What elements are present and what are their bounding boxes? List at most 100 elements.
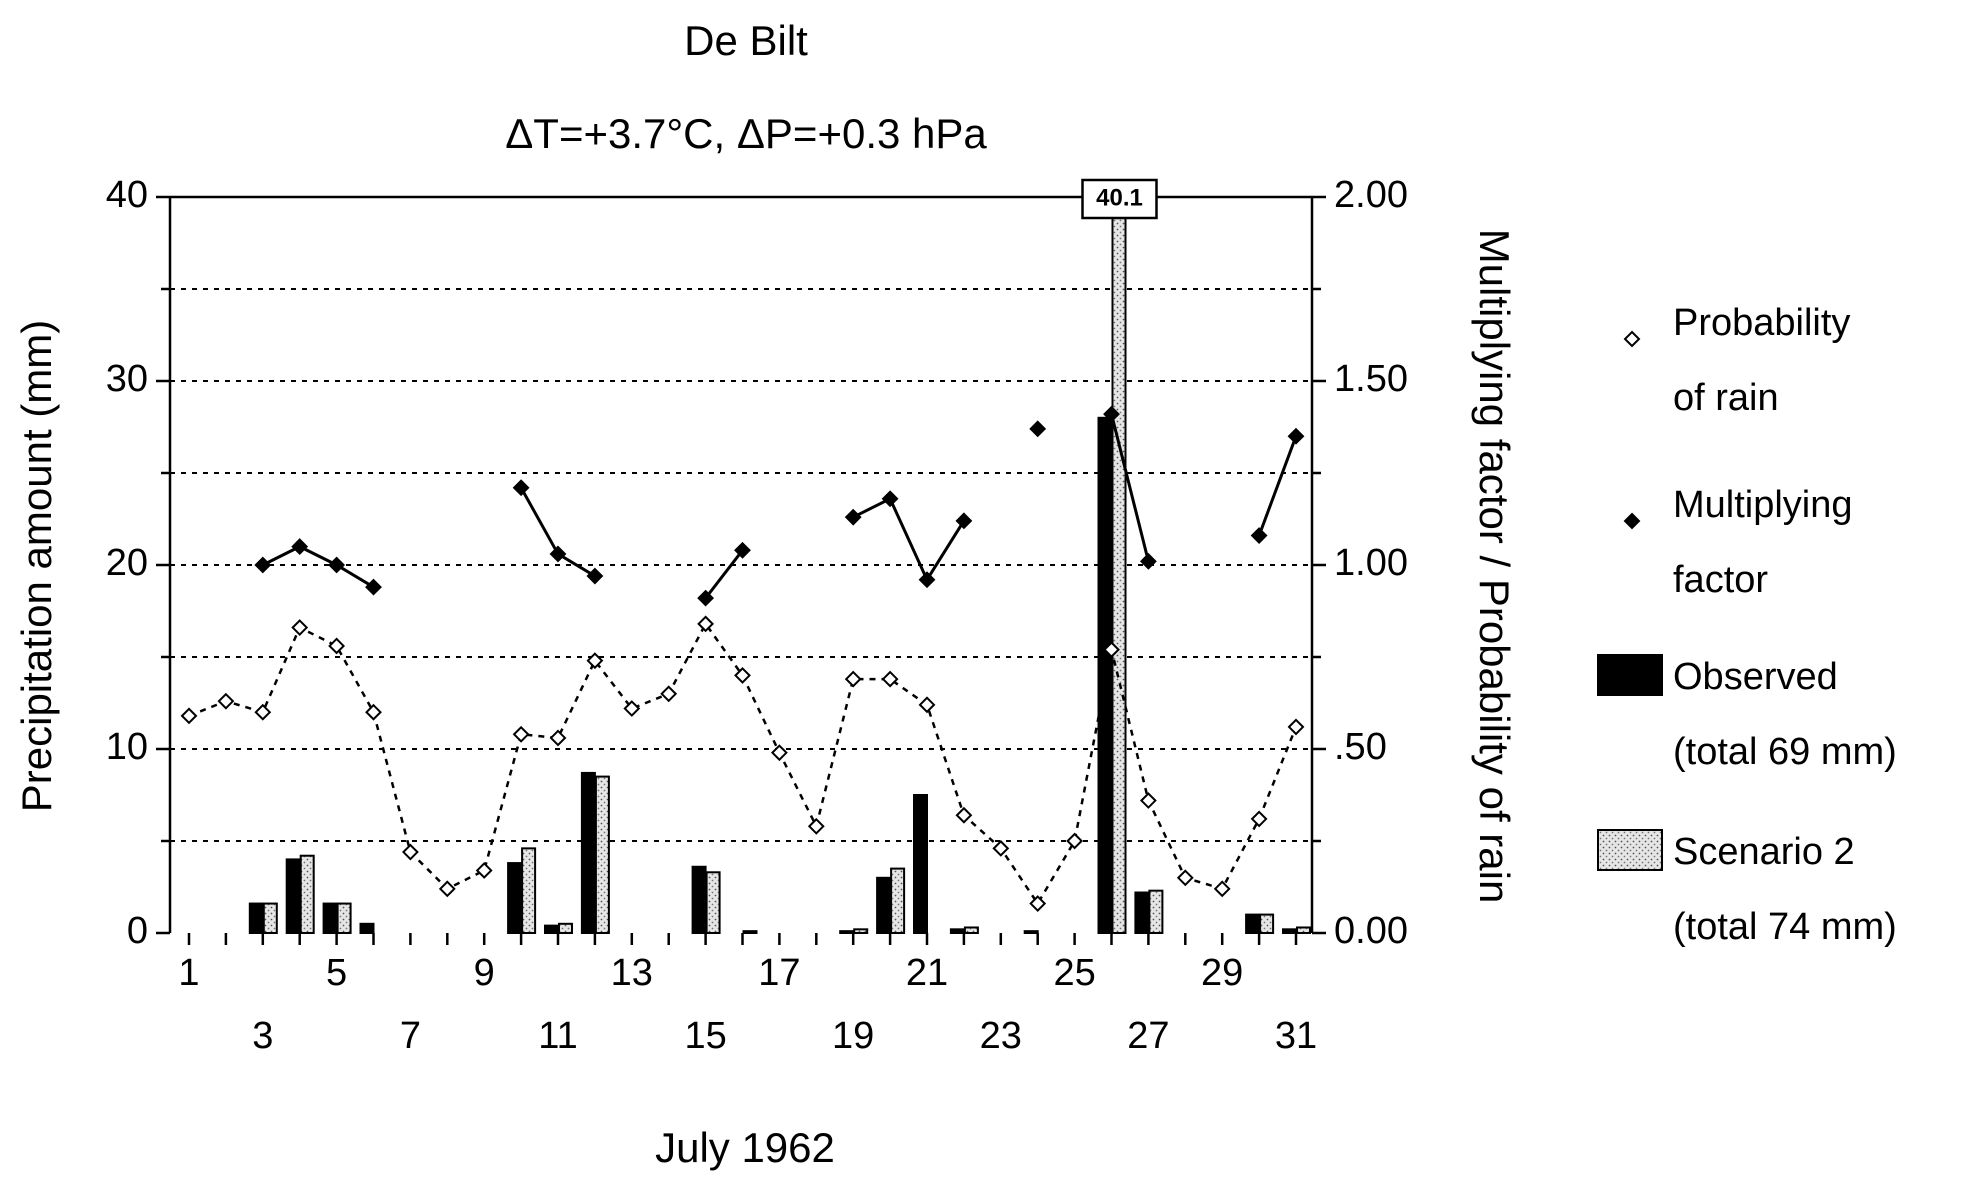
bar: [262, 902, 278, 934]
y2-tick-label: 2.00: [1334, 174, 1408, 216]
x-tick-label: 1: [178, 952, 199, 994]
bar: [580, 771, 596, 934]
bar: [1282, 928, 1297, 935]
data-label: 40.1: [1096, 184, 1143, 211]
bar: [1148, 889, 1164, 934]
data-point: [955, 512, 973, 530]
data-point: [328, 637, 346, 655]
bar: [742, 930, 758, 934]
data-point: [180, 707, 198, 725]
bar: [949, 928, 965, 935]
series-line: [262, 544, 375, 589]
data-label-box: [1081, 178, 1158, 220]
legend-label: Scenario 2 (total 74 mm): [1673, 831, 1897, 948]
x-tick-label: 31: [1275, 1015, 1317, 1057]
bar: [299, 854, 315, 934]
bar: [1111, 197, 1127, 935]
bar: [1134, 891, 1150, 935]
y2-tick-label: 1.00: [1334, 542, 1408, 584]
x-tick-label: 27: [1127, 1015, 1169, 1057]
data-point: [1176, 869, 1194, 887]
bar: [1259, 913, 1275, 934]
x-tick-label: 5: [326, 952, 347, 994]
bar: [544, 924, 559, 935]
series-line: [704, 549, 744, 600]
data-point: [1250, 810, 1268, 828]
legend-label: Observed (total 69 mm): [1673, 656, 1897, 773]
data-point: [1103, 641, 1120, 659]
data-point: [291, 538, 309, 556]
bar: [594, 775, 610, 934]
data-point: [365, 578, 382, 596]
data-point: [844, 508, 862, 526]
data-point: [328, 556, 346, 574]
legend-swatch: [1597, 654, 1663, 696]
series-line: [1257, 435, 1298, 537]
data-point: [623, 700, 641, 717]
data-point: [549, 729, 567, 747]
legend-swatch: [1597, 829, 1663, 871]
legend-label: Probability of rain: [1673, 302, 1850, 419]
legend-marker: [1623, 330, 1641, 348]
bar: [359, 922, 375, 934]
y-tick-label: 10: [106, 726, 148, 768]
data-point: [438, 880, 456, 898]
y-tick-label: 40: [106, 174, 148, 216]
x-tick-label: 7: [400, 1015, 421, 1057]
bar: [853, 928, 869, 935]
bar: [890, 867, 906, 934]
data-point: [401, 843, 419, 861]
data-point: [697, 589, 715, 607]
data-point: [217, 692, 235, 710]
bar: [839, 930, 855, 934]
bar: [558, 922, 573, 934]
chart-title: De Bilt: [684, 17, 808, 64]
data-point: [697, 615, 715, 633]
y-tick-label: 0: [127, 910, 148, 952]
data-point: [475, 862, 493, 879]
data-point: [734, 666, 751, 684]
series-line: [519, 486, 596, 578]
data-point: [254, 703, 272, 721]
y-tick-label: 30: [106, 358, 148, 400]
bar: [285, 858, 301, 935]
data-point: [660, 685, 678, 703]
y2-tick-label: 1.50: [1334, 358, 1408, 400]
data-point: [881, 490, 899, 508]
data-point: [770, 744, 788, 762]
bar: [336, 902, 352, 934]
data-point: [1287, 718, 1305, 736]
series-line: [1110, 413, 1150, 562]
data-point: [918, 571, 936, 589]
data-point: [844, 670, 862, 688]
data-point: [512, 725, 530, 743]
x-tick-label: 9: [474, 952, 495, 994]
y-axis-title: Precipitation amount (mm): [13, 320, 60, 813]
data-point: [586, 652, 604, 670]
data-point: [512, 479, 530, 497]
y-tick-label: 20: [106, 542, 148, 584]
series-line: [852, 496, 966, 583]
data-point: [365, 703, 382, 721]
y2-tick-label: .50: [1334, 726, 1387, 768]
bar: [1023, 930, 1039, 934]
bar: [913, 794, 928, 934]
bar: [876, 876, 892, 934]
chart-subtitle: ΔT=+3.7°C, ΔP=+0.3 hPa: [505, 110, 987, 157]
data-point: [1250, 527, 1268, 544]
x-tick-label: 19: [832, 1015, 874, 1057]
y2-axis-title: Multiplying factor / Probability of rain: [1471, 229, 1518, 904]
series-line: [188, 621, 1298, 906]
x-tick-label: 17: [758, 952, 800, 994]
data-point: [549, 545, 567, 563]
data-point: [586, 567, 604, 585]
x-tick-label: 11: [538, 1015, 577, 1057]
data-point: [1213, 880, 1231, 898]
bar: [705, 871, 721, 935]
bar: [1245, 913, 1261, 934]
data-point: [1139, 792, 1157, 809]
x-tick-label: 13: [611, 952, 653, 994]
data-point: [992, 839, 1010, 857]
